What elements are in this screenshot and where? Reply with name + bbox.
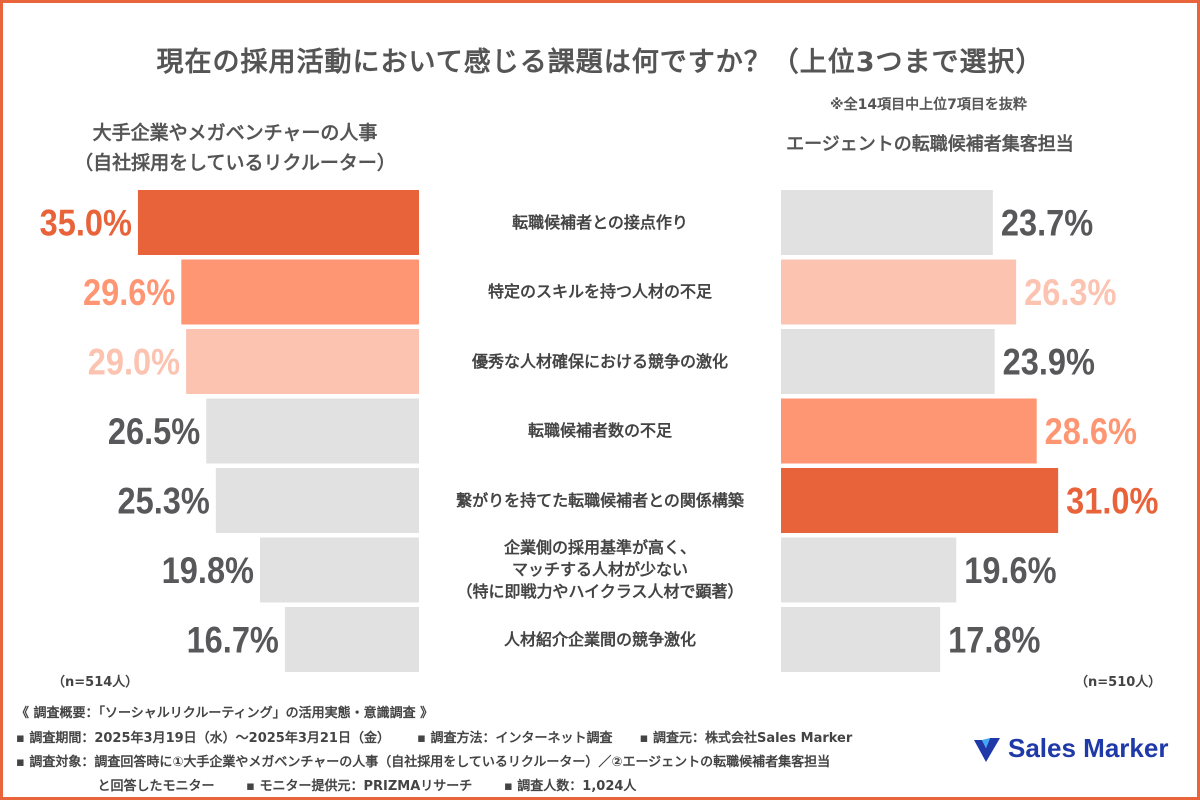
right-bar — [781, 259, 1017, 325]
left-bar — [181, 259, 419, 325]
category-label: 優秀な人材確保における競争の激化 — [471, 351, 728, 371]
category-label: 繋がりを持てた転職候補者との関係構築 — [456, 490, 744, 510]
right-value-label: 23.9% — [1003, 342, 1095, 383]
logo-text: Sales Marker — [1008, 733, 1169, 763]
right-bar — [781, 398, 1037, 464]
right-value-label: 28.6% — [1045, 411, 1137, 452]
chart-title: 現在の採用活動において感じる課題は何ですか？（上位3つまで選択） — [156, 47, 1044, 78]
right-sample-size: （n=510人） — [1075, 675, 1162, 690]
footer-line4: と回答したモニター ▪ モニター提供元：PRIZMAリサーチ ▪ 調査人数：1,… — [16, 779, 637, 794]
right-value-label: 17.8% — [948, 620, 1040, 661]
category-label: 転職候補者との接点作り — [512, 212, 688, 232]
right-value-label: 26.3% — [1024, 272, 1116, 313]
category-label: 人材紹介企業間の競争激化 — [503, 629, 696, 649]
left-value-label: 29.0% — [88, 342, 180, 383]
footer-line3: ▪ 調査対象：調査回答時に①大手企業やメガベンチャーの人事（自社採用をしているリ… — [16, 755, 831, 770]
category-label: 企業側の採用基準が高く、 マッチする人材が少ない （特に即戦力やハイクラス人材で… — [456, 538, 744, 601]
sales-marker-logo: Sales Marker — [972, 733, 1168, 764]
left-bar — [215, 468, 419, 533]
right-value-label: 31.0% — [1066, 481, 1158, 522]
logo-mark-icon — [974, 737, 1000, 762]
left-header-line1: 大手企業やメガベンチャーの人事 — [92, 122, 378, 144]
left-value-label: 26.5% — [108, 411, 200, 452]
left-value-label: 19.8% — [162, 550, 254, 591]
footer-line2: ▪ 調査期間：2025年3月19日（水）～2025年3月21日（金） ▪ 調査方… — [16, 731, 853, 746]
right-bar — [781, 190, 993, 255]
category-label: 転職候補者数の不足 — [527, 421, 672, 440]
right-bar — [781, 468, 1059, 533]
butterfly-chart: 35.0% 23.7% 29.6% 26.3% 29.0% 23.9% 26.5% 28.6%… — [40, 190, 1158, 672]
note: ※全14項目中上位7項目を抜粋 — [830, 97, 1027, 113]
right-bar — [781, 537, 957, 603]
right-bar — [781, 329, 995, 394]
right-value-label: 19.6% — [964, 550, 1056, 591]
left-header: 大手企業やメガベンチャーの人事 （自社採用をしているリクルーター） — [40, 118, 430, 178]
right-value-label: 23.7% — [1001, 203, 1093, 244]
left-header-line2: （自社採用をしているリクルーター） — [74, 152, 396, 174]
left-bar — [137, 190, 419, 255]
footer-line1: 《 調査概要：「ソーシャルリクルーティング」の活用実態・意識調査 》 — [16, 706, 434, 721]
left-value-label: 25.3% — [118, 481, 210, 522]
left-value-label: 29.6% — [83, 272, 175, 313]
left-bar — [284, 607, 419, 672]
left-bar — [206, 398, 419, 464]
right-header: エージェントの転職候補者集客担当 — [786, 134, 1074, 155]
left-value-label: 35.0% — [40, 203, 132, 244]
left-bar — [260, 537, 419, 603]
right-bar — [781, 607, 941, 672]
category-label: 特定のスキルを持つ人材の不足 — [487, 282, 712, 301]
left-value-label: 16.7% — [187, 620, 279, 661]
left-bar — [186, 329, 419, 394]
left-sample-size: （n=514人） — [52, 675, 139, 690]
